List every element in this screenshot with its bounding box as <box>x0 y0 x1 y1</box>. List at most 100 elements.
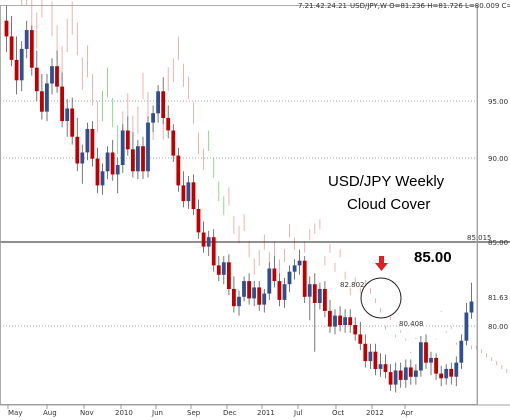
candle-body <box>449 368 454 377</box>
candle-body <box>120 130 125 165</box>
candle <box>156 85 160 123</box>
candle-body <box>328 310 332 327</box>
candle-body <box>237 296 241 307</box>
arrow-shaft <box>379 256 384 264</box>
x-tick-label: Apr <box>401 409 413 417</box>
candle-body <box>368 351 373 362</box>
candle <box>80 144 85 184</box>
candle-body <box>161 91 166 118</box>
candle <box>110 139 115 181</box>
candle-body <box>343 317 347 325</box>
candle <box>338 306 342 332</box>
candle-body <box>317 288 322 303</box>
price-tag: 81.63 <box>488 294 508 302</box>
candle-body <box>247 281 251 299</box>
candle-body <box>272 268 277 281</box>
candle-body <box>252 287 256 299</box>
candle <box>55 50 59 93</box>
x-tick-label: Jul <box>293 409 303 417</box>
candle <box>388 364 393 391</box>
candle-body <box>90 128 95 159</box>
candle <box>292 259 297 280</box>
candle <box>328 299 332 333</box>
candle <box>434 353 438 380</box>
candle <box>115 157 120 194</box>
candle <box>282 277 287 308</box>
candle <box>201 221 206 253</box>
candle-body <box>75 136 80 164</box>
annotation-title-line1: USD/JPY Weekly <box>328 173 445 190</box>
candle-body <box>34 67 39 92</box>
candle <box>277 273 282 307</box>
candle <box>14 36 19 95</box>
candle <box>40 74 44 120</box>
candle-body <box>136 146 140 172</box>
candle <box>454 356 459 387</box>
candle <box>262 288 267 313</box>
candle <box>65 99 70 137</box>
candle <box>60 72 64 128</box>
x-tick-label: Dec <box>223 409 237 417</box>
candle-body <box>125 130 130 150</box>
candle-body <box>464 312 469 341</box>
candle <box>464 303 469 346</box>
candle <box>358 321 363 351</box>
candle <box>247 273 251 305</box>
candle-body <box>221 262 226 275</box>
candle-body <box>333 315 337 327</box>
candle <box>221 256 226 285</box>
candle <box>4 5 9 53</box>
candle <box>176 147 181 192</box>
candle <box>363 334 368 368</box>
candle-body <box>419 342 423 371</box>
candle-body <box>454 362 459 377</box>
candle-body <box>348 317 353 325</box>
candle-body <box>403 367 408 380</box>
candle-body <box>216 265 221 275</box>
candle-body <box>196 208 201 233</box>
arrow-down-icon <box>375 256 388 271</box>
candle-body <box>414 370 418 377</box>
candle-body <box>29 30 34 68</box>
candle-body <box>227 262 231 289</box>
candle <box>237 290 241 316</box>
candlesticks <box>4 5 474 393</box>
x-tick-label: Sep <box>187 409 201 417</box>
candle-body <box>292 265 297 272</box>
candle <box>196 199 201 239</box>
candle <box>186 176 191 209</box>
annotation-title-line2: Cloud Cover <box>347 196 430 213</box>
candle-body <box>9 36 14 60</box>
right-level-label: 85.015 <box>467 234 492 242</box>
candle-body <box>393 370 398 385</box>
candle <box>75 117 80 172</box>
candle <box>85 122 90 161</box>
candle <box>323 281 327 318</box>
candle-body <box>141 146 145 172</box>
candle <box>166 105 171 139</box>
candle <box>211 229 216 272</box>
candle-body <box>100 171 105 186</box>
candle-body <box>146 122 150 172</box>
candle-body <box>267 268 272 294</box>
candle <box>449 362 454 385</box>
candle-body <box>444 368 449 379</box>
candle <box>312 273 317 352</box>
candle-body <box>277 281 282 300</box>
candle <box>439 365 443 387</box>
candle <box>120 124 125 173</box>
arrow-head <box>375 263 388 271</box>
candle <box>34 50 39 101</box>
candle-body <box>131 149 135 172</box>
candle-body <box>282 284 287 300</box>
candle-body <box>373 351 378 369</box>
candle <box>459 334 464 369</box>
candle-body <box>171 130 176 156</box>
x-tick-label: 2011 <box>257 409 275 417</box>
candle-body <box>181 185 186 202</box>
candle <box>232 276 236 313</box>
candle <box>353 317 358 341</box>
candle-body <box>434 357 438 374</box>
candle-body <box>459 340 464 363</box>
